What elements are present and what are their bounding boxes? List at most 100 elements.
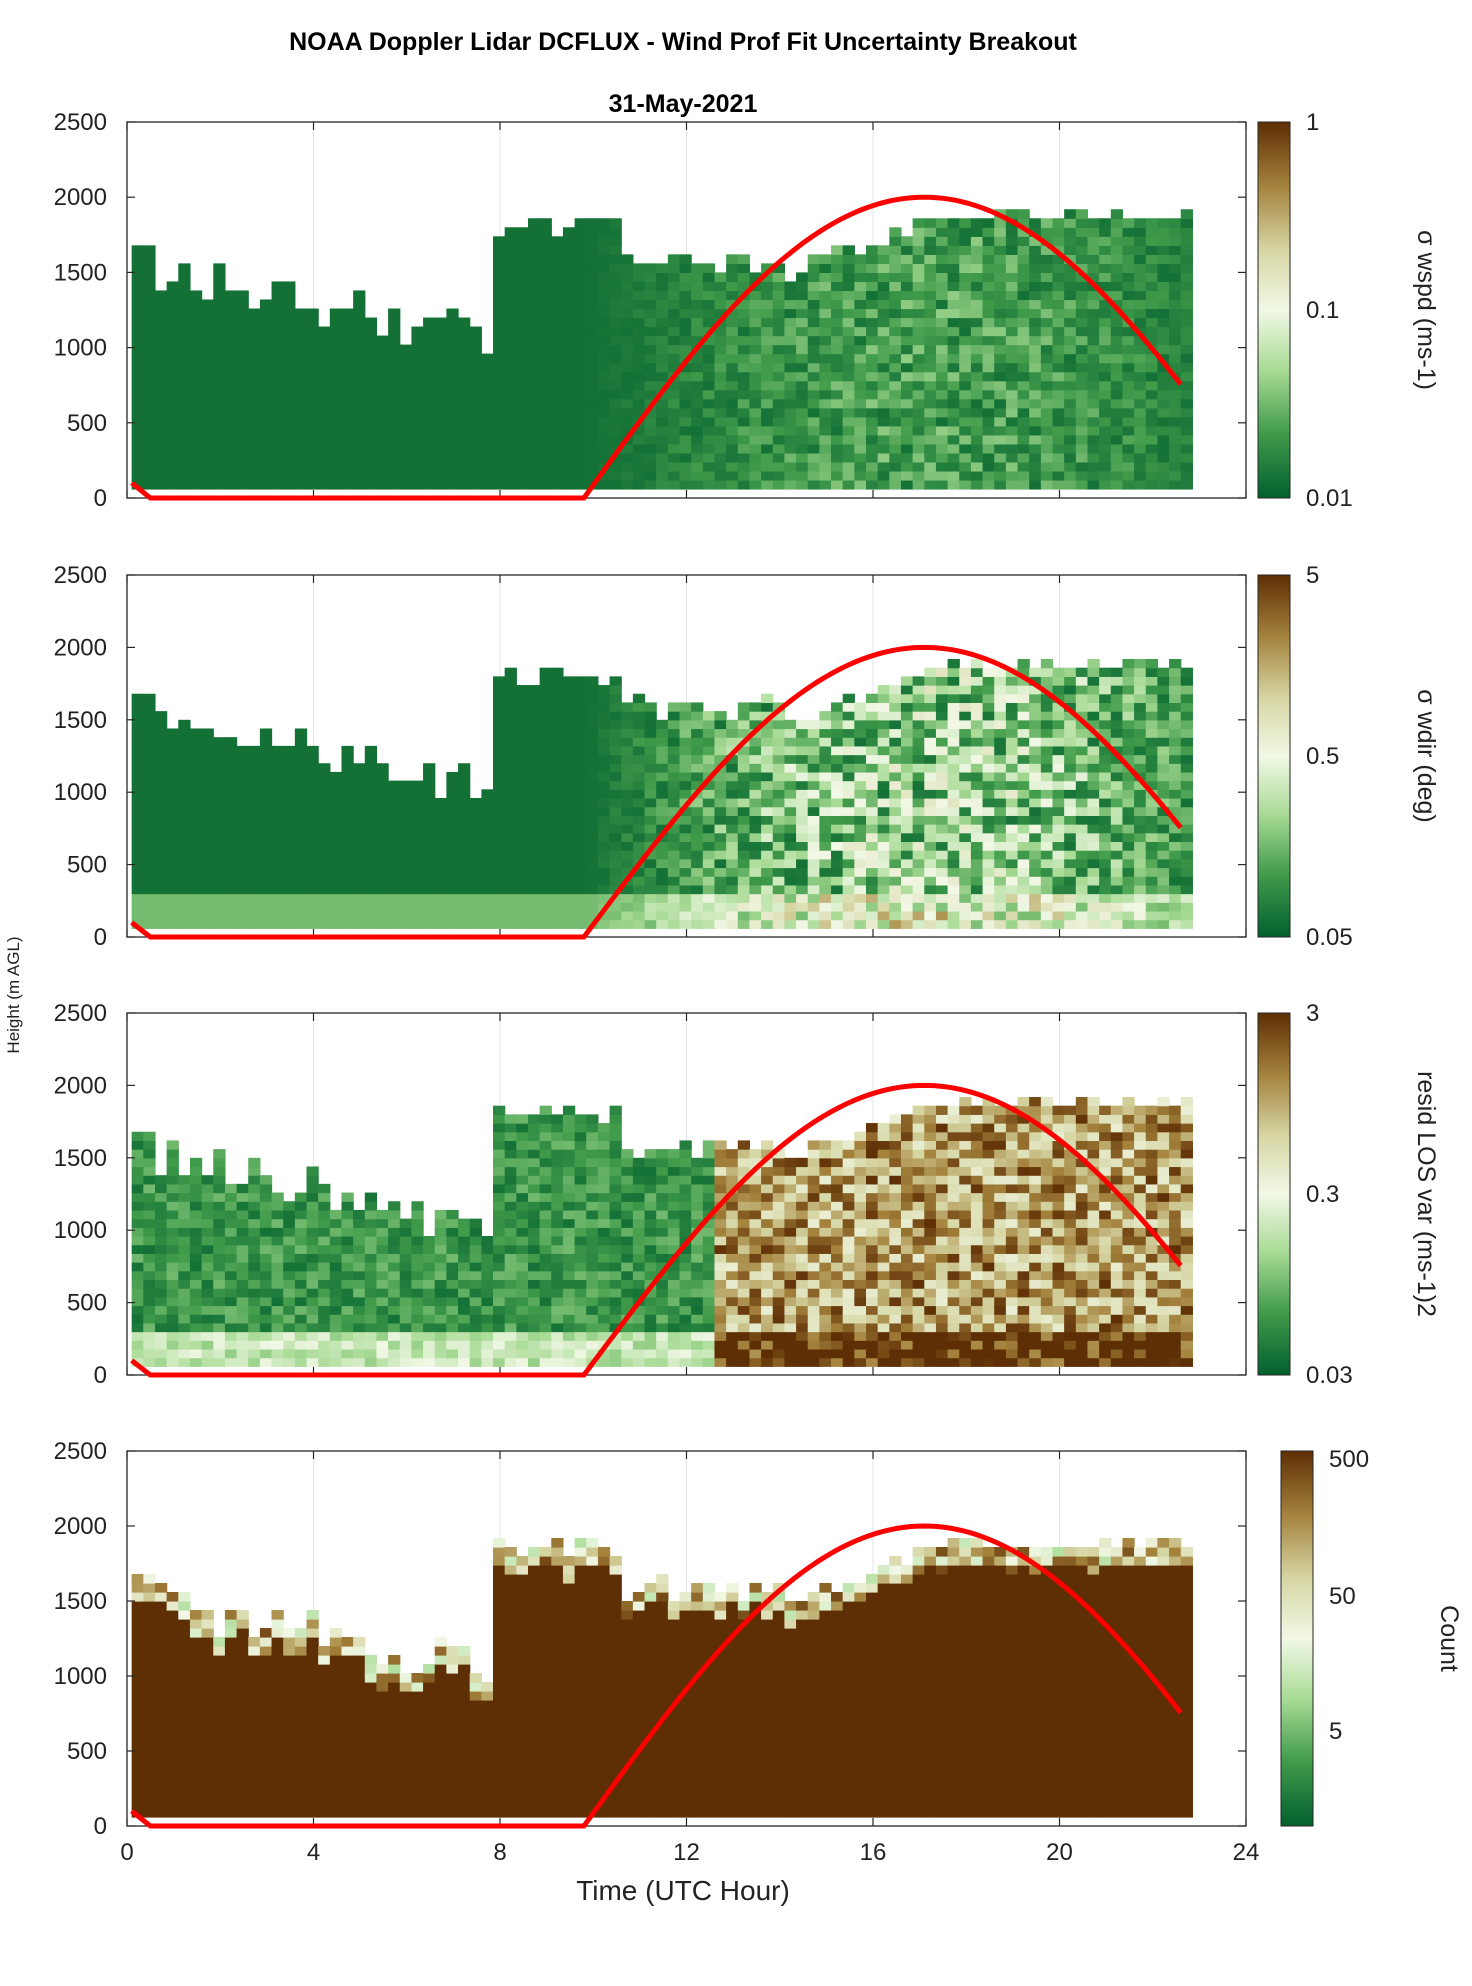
heatmap-cell (935, 227, 949, 237)
heatmap-cell (807, 884, 820, 895)
heatmap-cell (877, 711, 890, 721)
heatmap-cell (283, 416, 296, 427)
heatmap-cell (493, 850, 506, 860)
heatmap-cell (213, 1149, 226, 1159)
heatmap-cell (656, 407, 669, 418)
heatmap-cell (609, 919, 622, 929)
heatmap-cell (1145, 771, 1159, 782)
heatmap-cell (749, 452, 762, 463)
heatmap-cell (1134, 434, 1147, 445)
heatmap-cell (831, 771, 844, 782)
heatmap-cell (947, 263, 960, 273)
heatmap-cell (1064, 434, 1077, 445)
heatmap-cell (516, 693, 529, 704)
heatmap-cell (900, 290, 914, 301)
heatmap-cell (1017, 902, 1030, 912)
heatmap-cell (458, 380, 471, 391)
heatmap-cell (586, 771, 599, 782)
heatmap-cell (493, 254, 506, 264)
y-tick-label: 2000 (54, 184, 107, 211)
heatmap-cell (1169, 763, 1182, 773)
heatmap-cell (189, 290, 203, 301)
heatmap-cell (562, 344, 576, 355)
heatmap-cell (248, 893, 261, 903)
heatmap-cell (551, 910, 564, 921)
heatmap-cell (493, 272, 506, 283)
heatmap-cell (691, 479, 704, 490)
heatmap-cell (189, 1314, 203, 1324)
heatmap-cell (527, 308, 541, 319)
heatmap-cell (1169, 658, 1182, 669)
heatmap-cell (1110, 254, 1124, 264)
heatmap-cell (516, 711, 529, 721)
heatmap-cell (166, 389, 179, 400)
heatmap-cell (609, 719, 622, 730)
heatmap-cell (224, 1201, 238, 1211)
heatmap-cell (1064, 754, 1077, 764)
heatmap-cell (609, 335, 622, 346)
heatmap-cell (761, 308, 774, 319)
heatmap-cell (1087, 832, 1100, 843)
heatmap-cell (749, 461, 762, 472)
heatmap-cell (597, 245, 611, 255)
heatmap-cell (399, 344, 413, 355)
heatmap-cell (1169, 780, 1182, 790)
heatmap-cell (1029, 824, 1042, 834)
heatmap-cell (423, 335, 436, 346)
heatmap-cell (504, 858, 517, 869)
heatmap-cell (166, 1348, 179, 1359)
heatmap-cell (749, 407, 762, 418)
heatmap-cell (854, 754, 867, 764)
heatmap-cell (621, 902, 634, 912)
heatmap-cell (1029, 780, 1042, 790)
heatmap-cell (411, 443, 424, 454)
heatmap-cell (341, 771, 354, 782)
heatmap-cell (597, 452, 611, 463)
heatmap-cell (516, 902, 529, 912)
heatmap-cell (562, 806, 576, 816)
heatmap-cell (574, 371, 587, 382)
heatmap-cell (959, 745, 972, 756)
heatmap-cell (189, 910, 203, 921)
heatmap-cell (154, 797, 168, 808)
heatmap-cell (912, 806, 925, 816)
heatmap-cell (329, 344, 343, 355)
heatmap-cell (143, 1140, 156, 1150)
heatmap-cell (201, 815, 214, 825)
heatmap-cell (1052, 254, 1065, 264)
heatmap-cell (1005, 815, 1019, 825)
heatmap-cell (702, 317, 716, 328)
heatmap-cell (586, 902, 599, 912)
heatmap-cell (1075, 728, 1089, 738)
heatmap-cell (271, 806, 284, 816)
heatmap-cell (749, 780, 762, 790)
heatmap-cell (1169, 227, 1182, 237)
heatmap-cell (259, 919, 273, 929)
heatmap-cell (831, 711, 844, 721)
heatmap-cell (854, 407, 867, 418)
heatmap-cell (154, 299, 168, 310)
heatmap-cell (819, 452, 832, 463)
heatmap-cell (772, 884, 786, 895)
heatmap-cell (819, 728, 832, 738)
heatmap-cell (1099, 850, 1112, 860)
heatmap-cell (632, 910, 646, 921)
heatmap-cell (924, 470, 937, 481)
heatmap-cell (446, 850, 459, 860)
heatmap-cell (551, 702, 564, 712)
figure-title: NOAA Doppler Lidar DCFLUX - Wind Prof Fi… (289, 28, 1077, 56)
heatmap-cell (248, 326, 261, 337)
heatmap-cell (1040, 281, 1054, 292)
heatmap-cell (574, 443, 587, 454)
heatmap-cell (1134, 702, 1147, 712)
heatmap-cell (900, 443, 914, 454)
heatmap-cell (1087, 797, 1100, 808)
heatmap-cell (469, 371, 482, 382)
heatmap-cell (912, 832, 925, 843)
heatmap-cell (504, 711, 517, 721)
heatmap-cell (772, 754, 786, 764)
heatmap-cell (959, 371, 972, 382)
heatmap-cell (154, 1270, 168, 1281)
heatmap-cell (702, 479, 716, 490)
